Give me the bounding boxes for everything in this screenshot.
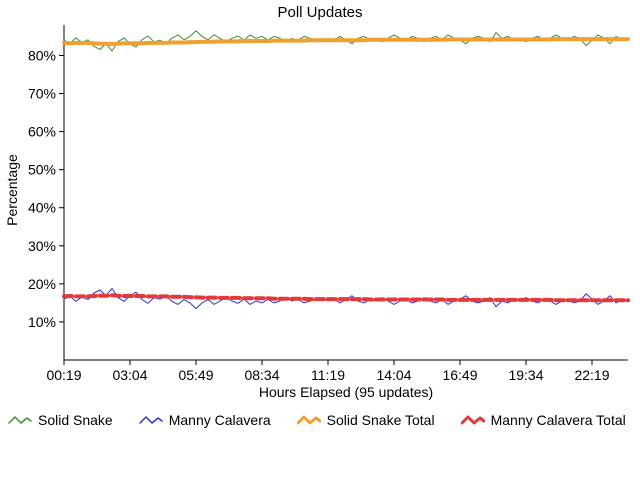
y-tick-label: 70% xyxy=(28,86,56,102)
x-tick-label: 03:04 xyxy=(112,367,147,383)
x-tick-label: 00:19 xyxy=(46,367,81,383)
legend-label: Solid Snake xyxy=(38,412,113,428)
y-tick-label: 80% xyxy=(28,47,56,63)
legend-item-manny-calavera: Manny Calavera xyxy=(138,412,271,428)
y-tick-label: 30% xyxy=(28,238,56,254)
x-tick-label: 14:04 xyxy=(376,367,411,383)
legend-label: Manny Calavera Total xyxy=(490,412,626,428)
manny-calavera-total-line-icon xyxy=(460,414,486,426)
legend-item-solid-snake-total: Solid Snake Total xyxy=(296,412,435,428)
y-tick-label: 10% xyxy=(28,314,56,330)
x-axis-label: Hours Elapsed (95 updates) xyxy=(258,384,434,400)
y-tick-label: 60% xyxy=(28,124,56,140)
y-tick-label: 40% xyxy=(28,200,56,216)
manny-calavera-line-icon xyxy=(138,414,163,426)
legend-label: Solid Snake Total xyxy=(326,412,435,428)
series-line xyxy=(62,37,630,46)
legend-item-manny-calavera-total: Manny Calavera Total xyxy=(460,412,626,428)
series-line xyxy=(62,293,630,303)
x-tick-label: 16:49 xyxy=(442,367,477,383)
x-tick-label: 11:19 xyxy=(311,367,345,383)
x-tick-label: 05:49 xyxy=(178,367,213,383)
chart-title: Poll Updates xyxy=(277,4,363,21)
y-tick-label: 20% xyxy=(28,276,56,292)
solid-snake-total-line-icon xyxy=(296,414,322,426)
legend-label: Manny Calavera xyxy=(168,412,271,428)
x-tick-label: 19:34 xyxy=(508,367,543,383)
legend: Solid Snake Manny Calavera Solid Snake T… xyxy=(8,412,636,428)
x-tick-label: 22:19 xyxy=(574,367,609,383)
y-tick-label: 50% xyxy=(28,162,56,178)
x-tick-label: 08:34 xyxy=(244,367,279,383)
legend-item-solid-snake: Solid Snake xyxy=(8,412,113,428)
solid-snake-line-icon xyxy=(8,414,32,426)
